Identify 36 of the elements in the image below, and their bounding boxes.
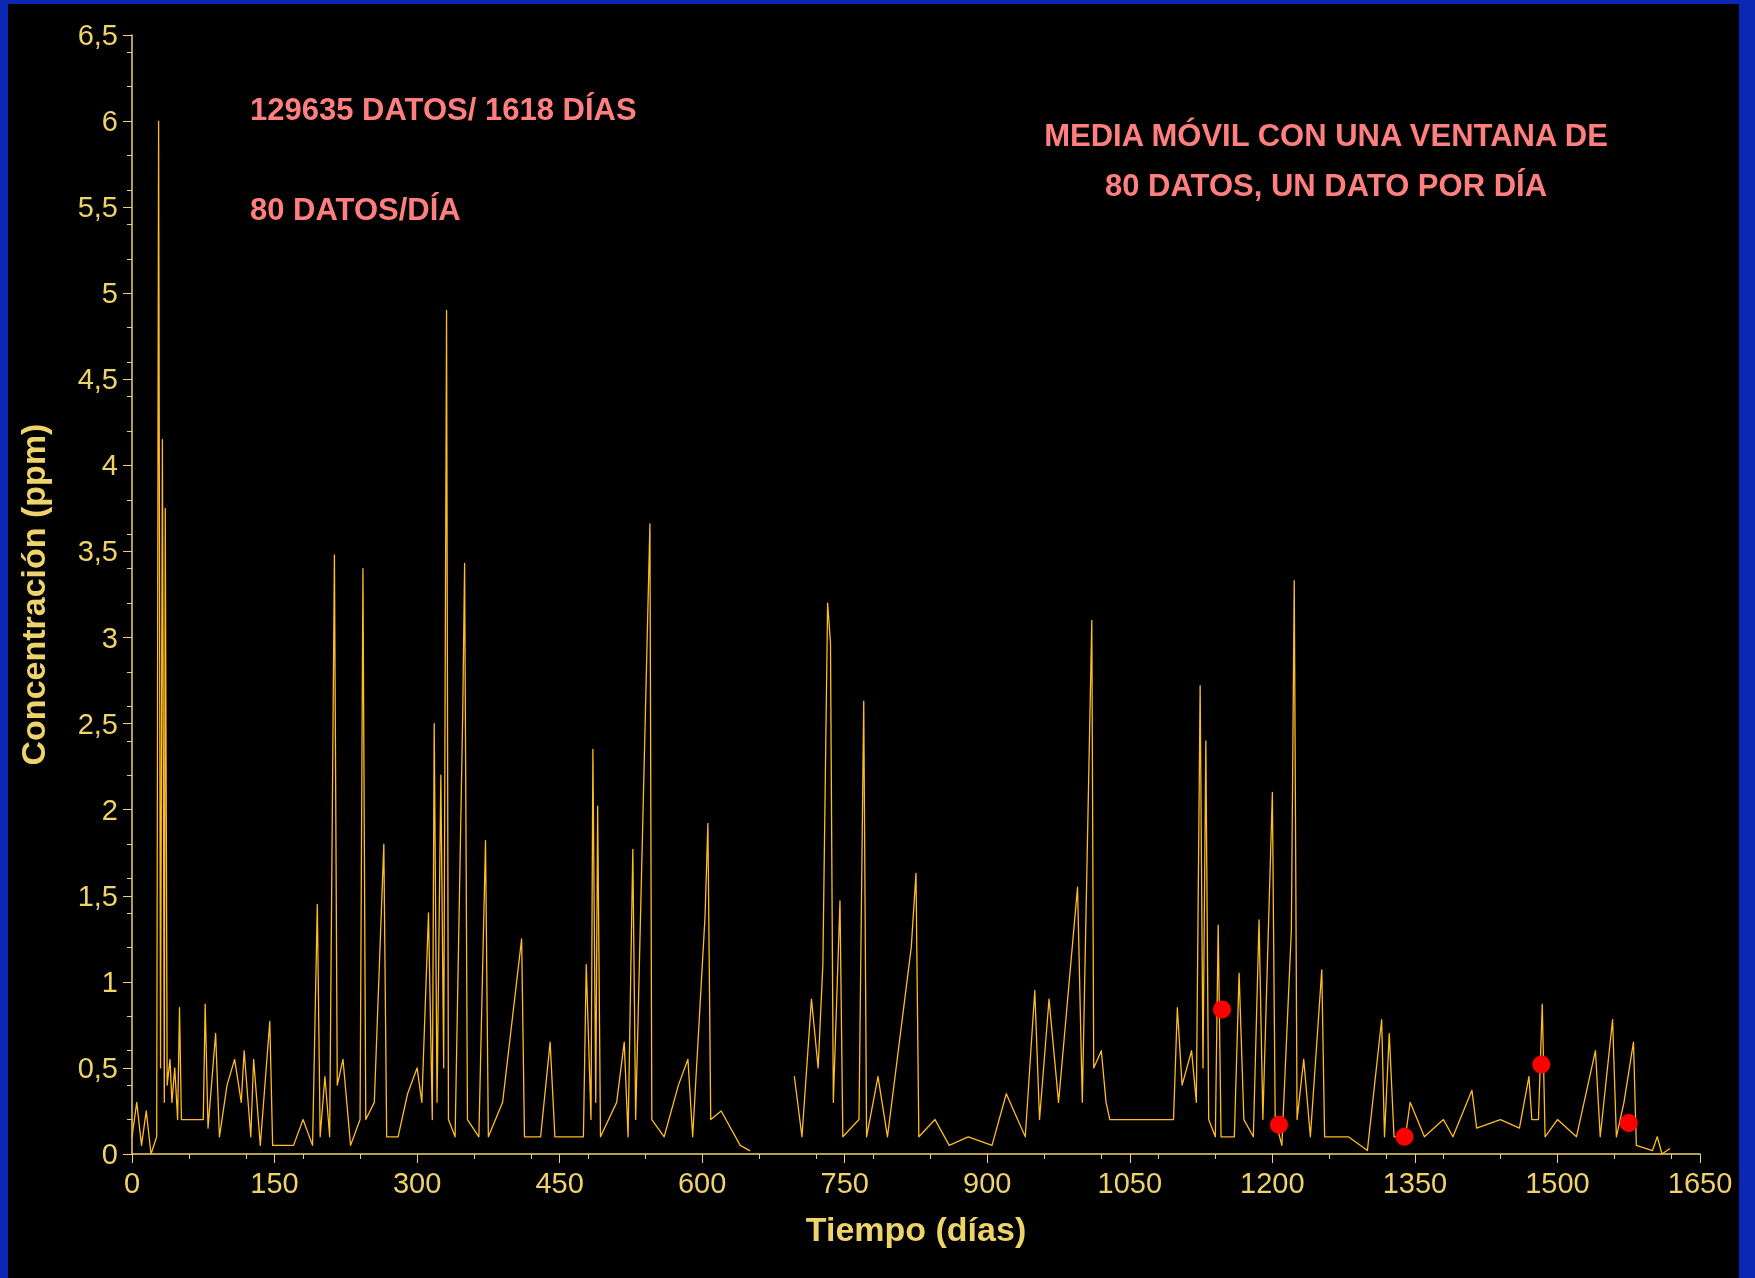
y-tick-label: 1,5 [77,879,118,912]
y-axis-title: Concentración (ppm) [14,423,52,766]
x-tick-label: 1350 [1382,1166,1448,1199]
point [1270,1115,1289,1134]
x-tick-label: 750 [820,1166,869,1199]
y-tick-label: 2,5 [77,707,118,740]
x-tick-label: 0 [123,1166,141,1199]
x-axis-title: Tiempo (días) [805,1210,1027,1248]
y-tick-label: 6,5 [77,19,118,51]
point [1532,1055,1551,1074]
y-tick-label: 1 [101,965,118,998]
x-tick-label: 300 [392,1166,442,1199]
x-tick-label: 1050 [1097,1166,1163,1199]
x-tick-label: 900 [963,1166,1012,1199]
y-tick-label: 4,5 [77,363,118,396]
y-tick-label: 2 [101,793,118,826]
y-tick-label: 5 [101,277,118,310]
annotation: MEDIA MÓVIL CON UNA VENTANA DE 80 DATOS, UN DATO POR DÍA [1044,116,1608,203]
annotation: 129635 DATOS/ 1618 DÍAS [250,91,637,127]
y-tick-label: 6 [101,105,118,138]
x-tick-label: 600 [677,1166,727,1199]
point [1619,1114,1638,1133]
y-tick-label: 4 [101,449,118,482]
x-tick-label: 1200 [1240,1166,1305,1199]
y-tick-label: 3,5 [77,535,118,568]
point [1213,1000,1231,1019]
x-tick-label: 1650 [1667,1166,1733,1199]
x-tick-label: 450 [535,1166,584,1199]
x-tick-label: 150 [250,1166,299,1199]
y-tick-label: 5,5 [77,191,118,224]
point [1395,1127,1414,1146]
x-tick-label: 1500 [1525,1166,1590,1199]
annotation: 80 DATOS/DÍA [250,191,461,227]
y-tick-label: 3 [101,621,118,654]
y-tick-label: 0 [101,1138,118,1170]
y-tick-label: 0,5 [77,1051,118,1084]
